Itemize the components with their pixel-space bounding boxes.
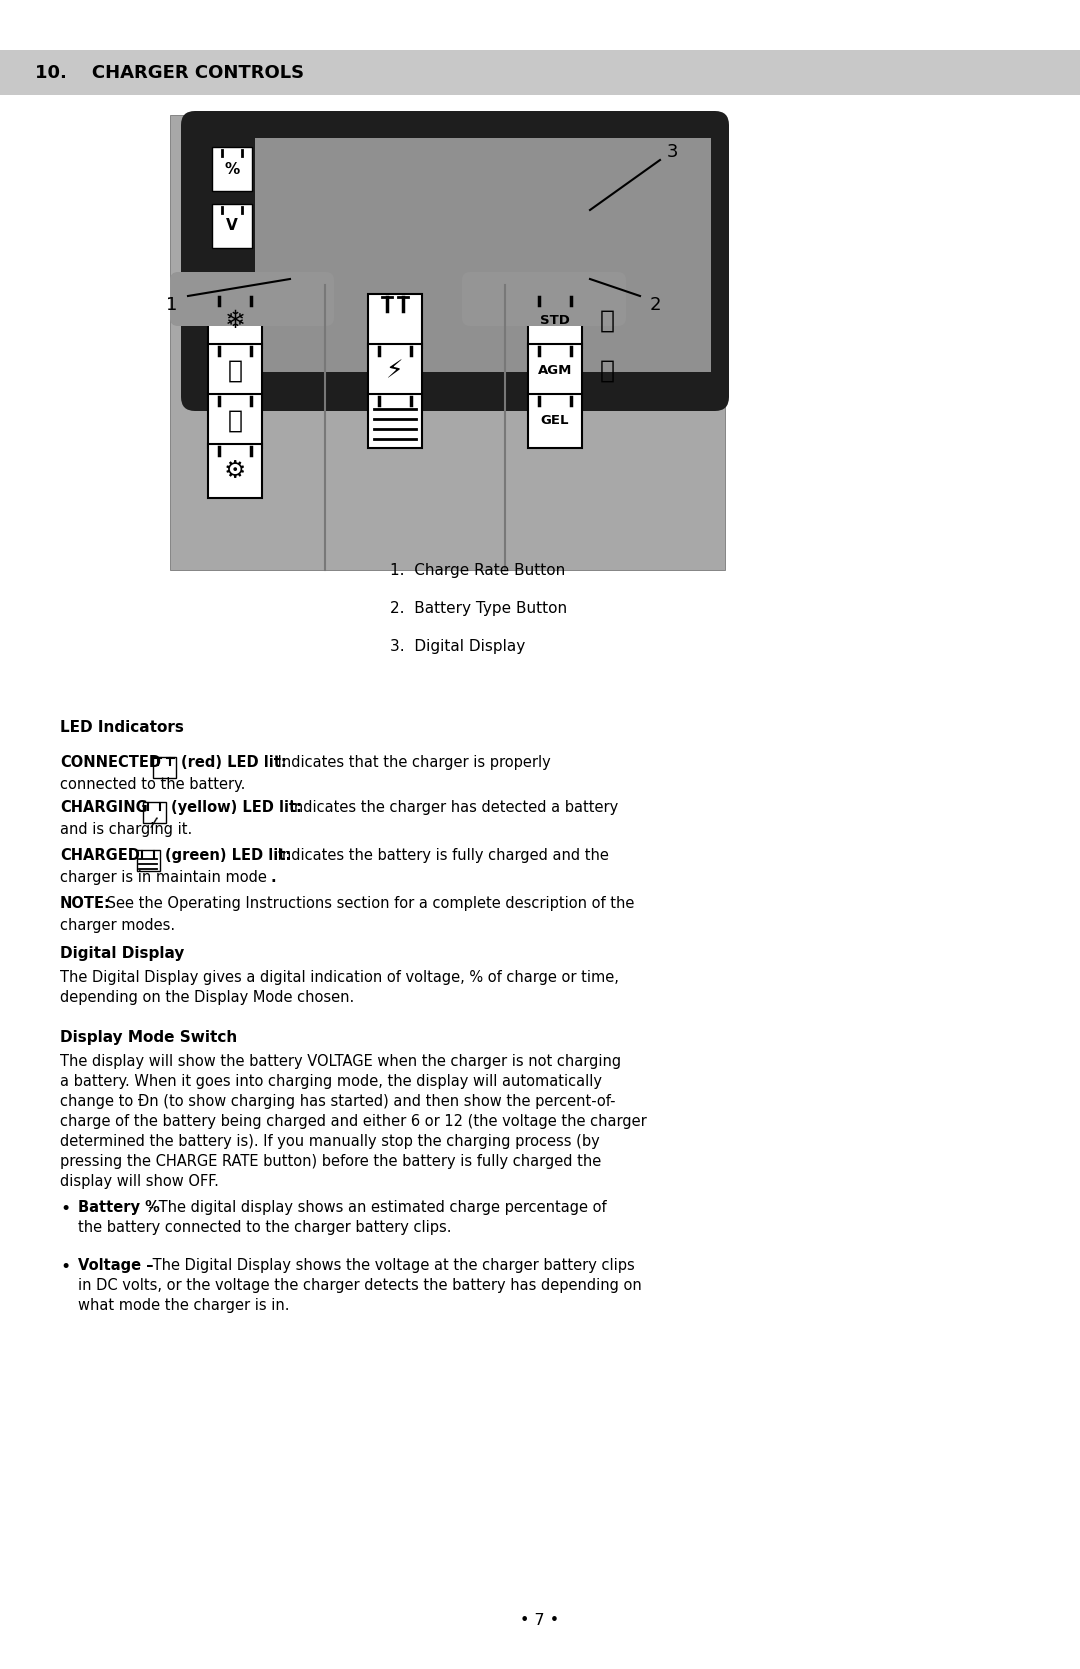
Text: (green) LED lit:: (green) LED lit: (165, 848, 292, 863)
Text: 🛥: 🛥 (599, 359, 615, 382)
FancyBboxPatch shape (528, 394, 582, 447)
Text: Indicates that the charger is properly: Indicates that the charger is properly (273, 754, 551, 769)
FancyBboxPatch shape (170, 115, 725, 571)
Text: ⚙: ⚙ (224, 459, 246, 482)
Text: GEL: GEL (541, 414, 569, 427)
Text: CONNECTED: CONNECTED (60, 754, 161, 769)
Text: /: / (150, 814, 159, 829)
FancyBboxPatch shape (170, 272, 334, 325)
FancyBboxPatch shape (208, 444, 262, 497)
FancyBboxPatch shape (368, 394, 422, 447)
Text: 3: 3 (666, 144, 678, 160)
Text: ❄: ❄ (225, 309, 245, 334)
Text: The Digital Display shows the voltage at the charger battery clips: The Digital Display shows the voltage at… (148, 1258, 635, 1273)
Text: charger is in maintain mode: charger is in maintain mode (60, 870, 267, 885)
FancyBboxPatch shape (368, 344, 422, 397)
Text: • 7 •: • 7 • (521, 1612, 559, 1627)
FancyBboxPatch shape (528, 294, 582, 349)
Text: %: % (225, 162, 240, 177)
Text: 🚗: 🚗 (599, 309, 615, 334)
Text: •: • (60, 1200, 70, 1218)
Text: LED Indicators: LED Indicators (60, 719, 184, 734)
Text: (yellow) LED lit:: (yellow) LED lit: (171, 799, 302, 814)
FancyBboxPatch shape (152, 758, 175, 778)
Text: and is charging it.: and is charging it. (60, 823, 192, 836)
Text: what mode the charger is in.: what mode the charger is in. (78, 1298, 289, 1314)
FancyBboxPatch shape (462, 272, 626, 325)
FancyBboxPatch shape (143, 803, 165, 823)
FancyBboxPatch shape (208, 394, 262, 447)
Text: NOTE:: NOTE: (60, 896, 111, 911)
Text: The display will show the battery VOLTAGE when the charger is not charging: The display will show the battery VOLTAG… (60, 1055, 621, 1070)
Text: display will show OFF.: display will show OFF. (60, 1173, 219, 1188)
Text: (red) LED lit:: (red) LED lit: (181, 754, 287, 769)
Text: .: . (270, 870, 275, 885)
Text: determined the battery is). If you manually stop the charging process (by: determined the battery is). If you manua… (60, 1133, 599, 1148)
Text: in DC volts, or the voltage the charger detects the battery has depending on: in DC volts, or the voltage the charger … (78, 1278, 642, 1293)
FancyBboxPatch shape (208, 344, 262, 397)
Text: V: V (226, 219, 238, 234)
Text: 2.  Battery Type Button: 2. Battery Type Button (390, 601, 567, 616)
Text: Voltage –: Voltage – (78, 1258, 153, 1273)
Text: The Digital Display gives a digital indication of voltage, % of charge or time,: The Digital Display gives a digital indi… (60, 970, 619, 985)
Text: depending on the Display Mode chosen.: depending on the Display Mode chosen. (60, 990, 354, 1005)
FancyBboxPatch shape (368, 294, 422, 349)
Text: See the Operating Instructions section for a complete description of the: See the Operating Instructions section f… (102, 896, 634, 911)
Text: 10.    CHARGER CONTROLS: 10. CHARGER CONTROLS (35, 63, 305, 82)
Text: Battery %: Battery % (78, 1200, 160, 1215)
Text: change to Đn (to show charging has started) and then show the percent-of-: change to Đn (to show charging has start… (60, 1093, 616, 1108)
Text: 1: 1 (166, 295, 178, 314)
FancyBboxPatch shape (528, 344, 582, 397)
Text: connected to the battery.: connected to the battery. (60, 778, 245, 793)
Text: CHARGING: CHARGING (60, 799, 148, 814)
Text: •: • (60, 1258, 70, 1277)
Text: Indicates the charger has detected a battery: Indicates the charger has detected a bat… (285, 799, 618, 814)
Text: the battery connected to the charger battery clips.: the battery connected to the charger bat… (78, 1220, 451, 1235)
Text: charger modes.: charger modes. (60, 918, 175, 933)
FancyBboxPatch shape (212, 204, 252, 249)
Text: Display Mode Switch: Display Mode Switch (60, 1030, 238, 1045)
Text: Indicates the battery is fully charged and the: Indicates the battery is fully charged a… (273, 848, 609, 863)
Text: 🐢: 🐢 (228, 359, 243, 382)
FancyBboxPatch shape (181, 112, 729, 411)
FancyBboxPatch shape (212, 147, 252, 190)
Text: 1.  Charge Rate Button: 1. Charge Rate Button (390, 562, 565, 577)
Text: CHARGED: CHARGED (60, 848, 140, 863)
FancyBboxPatch shape (0, 50, 1080, 95)
Text: 3.  Digital Display: 3. Digital Display (390, 639, 525, 654)
Text: AGM: AGM (538, 364, 572, 377)
Text: 2: 2 (649, 295, 661, 314)
Text: a battery. When it goes into charging mode, the display will automatically: a battery. When it goes into charging mo… (60, 1073, 602, 1088)
Text: pressing the CHARGE RATE button) before the battery is fully charged the: pressing the CHARGE RATE button) before … (60, 1153, 602, 1168)
Text: charge of the battery being charged and either 6 or 12 (the voltage the charger: charge of the battery being charged and … (60, 1113, 647, 1128)
FancyBboxPatch shape (136, 851, 160, 871)
Text: - The digital display shows an estimated charge percentage of: - The digital display shows an estimated… (144, 1200, 607, 1215)
Text: ⚡: ⚡ (387, 359, 404, 382)
FancyBboxPatch shape (255, 139, 711, 372)
Text: Digital Display: Digital Display (60, 946, 185, 961)
Text: 🐇: 🐇 (228, 409, 243, 432)
Text: STD: STD (540, 314, 570, 327)
FancyBboxPatch shape (208, 294, 262, 349)
